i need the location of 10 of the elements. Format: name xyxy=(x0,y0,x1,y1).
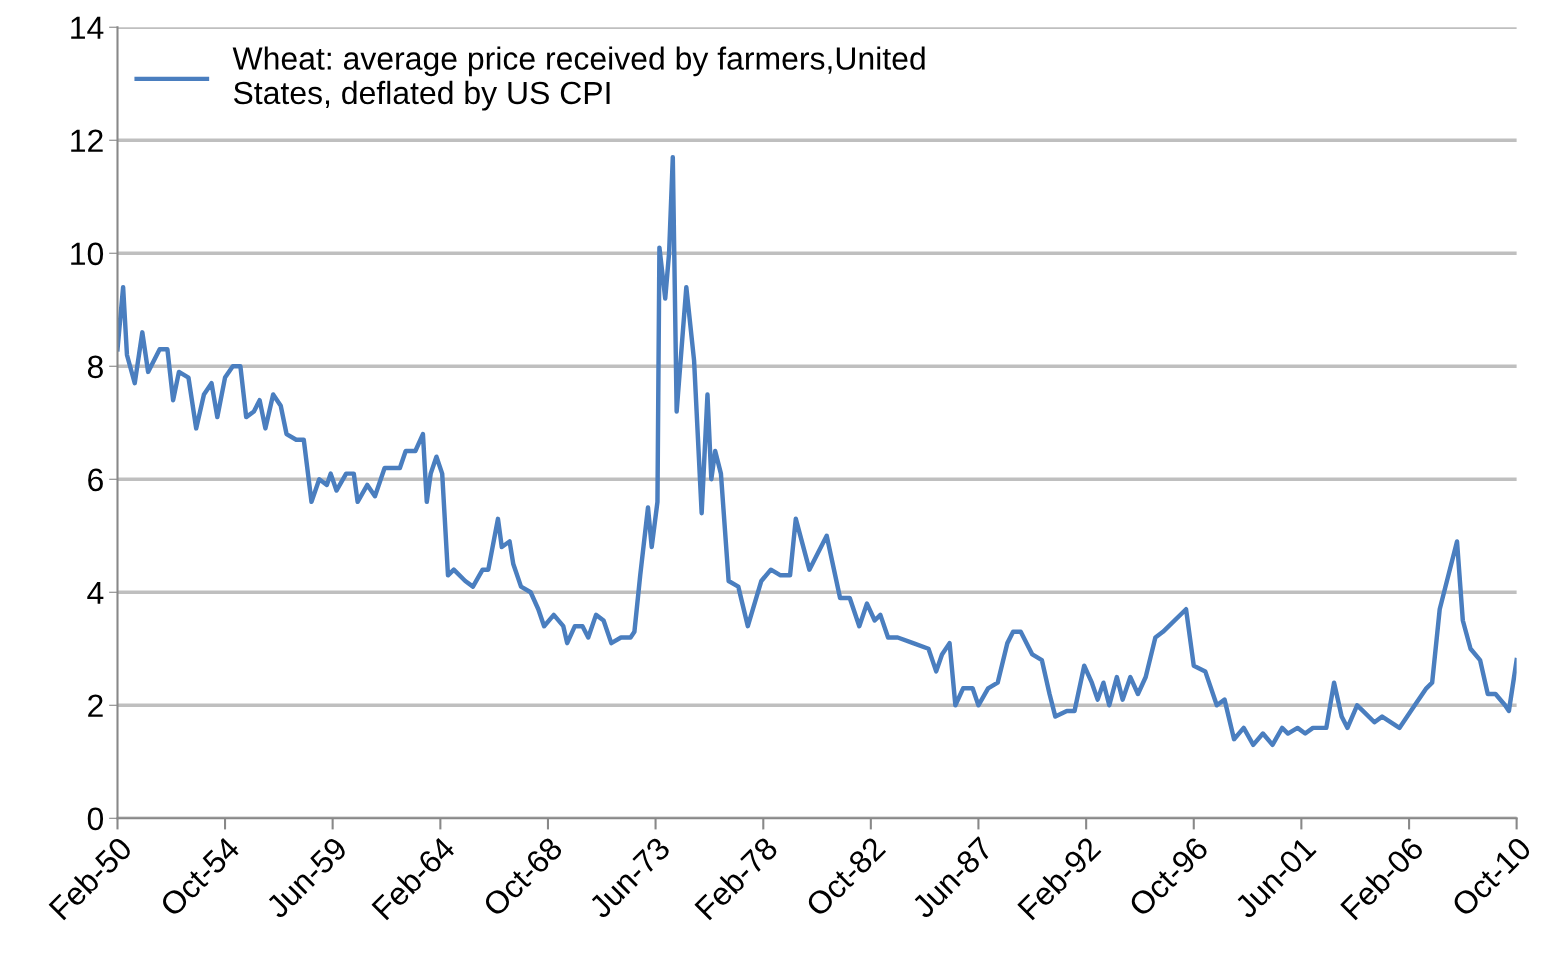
y-tick-label: 2 xyxy=(88,694,103,717)
y-tick-label: 10 xyxy=(71,242,104,266)
line-series xyxy=(117,154,1517,748)
y-tick-label: 0 xyxy=(87,807,104,831)
legend-label: Wheat: average price received by farmers,United States, deflated by US CPI xyxy=(232,46,925,111)
y-tick-label: 12 xyxy=(71,129,103,152)
y-tick-label: 14 xyxy=(71,16,104,39)
y-tick-label: 4 xyxy=(87,581,104,604)
y-tick-label: 6 xyxy=(88,468,103,492)
y-tick-label: 8 xyxy=(87,355,103,379)
